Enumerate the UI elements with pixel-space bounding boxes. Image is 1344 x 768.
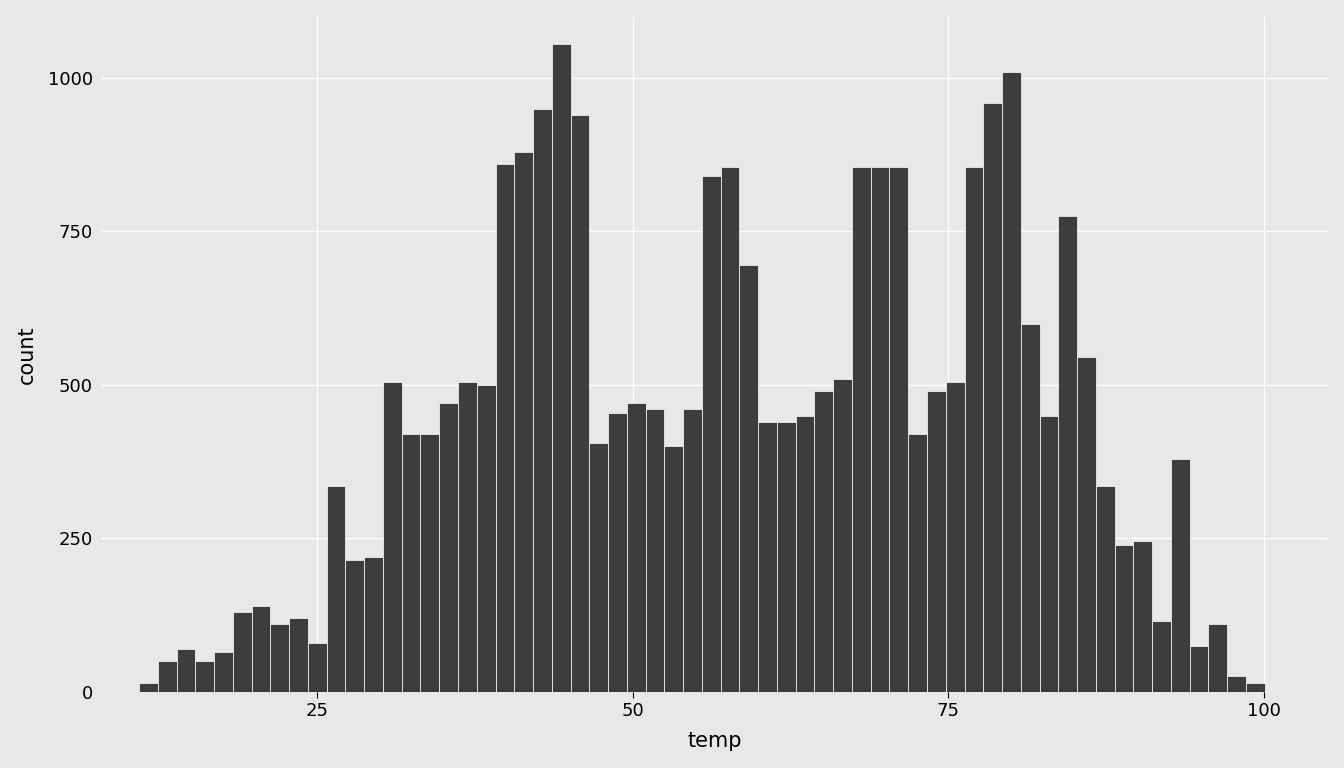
Bar [946, 382, 965, 692]
Bar [1208, 624, 1227, 692]
Bar [1227, 677, 1246, 692]
Bar [1246, 683, 1265, 692]
Bar [739, 265, 758, 692]
Bar [965, 167, 984, 692]
Bar [251, 606, 270, 692]
Bar [233, 612, 251, 692]
Bar [871, 167, 890, 692]
Bar [909, 434, 927, 692]
Bar [364, 557, 383, 692]
Bar [1058, 216, 1077, 692]
Bar [1152, 621, 1171, 692]
Bar [421, 434, 439, 692]
Bar [1189, 646, 1208, 692]
Bar [758, 422, 777, 692]
Bar [1095, 486, 1114, 692]
Bar [1133, 541, 1152, 692]
Bar [515, 152, 534, 692]
Bar [984, 103, 1003, 692]
Bar [176, 649, 195, 692]
Bar [1003, 72, 1021, 692]
Bar [383, 382, 402, 692]
Bar [496, 164, 515, 692]
Bar [607, 412, 626, 692]
Bar [571, 115, 589, 692]
Bar [833, 379, 852, 692]
Bar [289, 618, 308, 692]
Bar [1077, 357, 1095, 692]
Bar [552, 45, 571, 692]
Bar [683, 409, 702, 692]
Bar [439, 403, 458, 692]
Bar [720, 167, 739, 692]
Bar [138, 683, 157, 692]
Bar [534, 109, 552, 692]
Bar [1171, 458, 1189, 692]
Bar [664, 446, 683, 692]
Bar [458, 382, 477, 692]
Bar [890, 167, 909, 692]
Bar [214, 652, 233, 692]
X-axis label: temp: temp [687, 731, 742, 751]
Bar [852, 167, 871, 692]
Bar [270, 624, 289, 692]
Bar [345, 560, 364, 692]
Bar [645, 409, 664, 692]
Bar [626, 403, 645, 692]
Bar [777, 422, 796, 692]
Y-axis label: count: count [16, 325, 36, 383]
Bar [402, 434, 421, 692]
Bar [1114, 545, 1133, 692]
Bar [195, 661, 214, 692]
Bar [796, 415, 814, 692]
Bar [477, 385, 496, 692]
Bar [814, 391, 833, 692]
Bar [927, 391, 946, 692]
Bar [1021, 323, 1039, 692]
Bar [157, 661, 176, 692]
Bar [702, 176, 720, 692]
Bar [308, 643, 327, 692]
Bar [327, 486, 345, 692]
Bar [1039, 415, 1058, 692]
Bar [589, 443, 607, 692]
